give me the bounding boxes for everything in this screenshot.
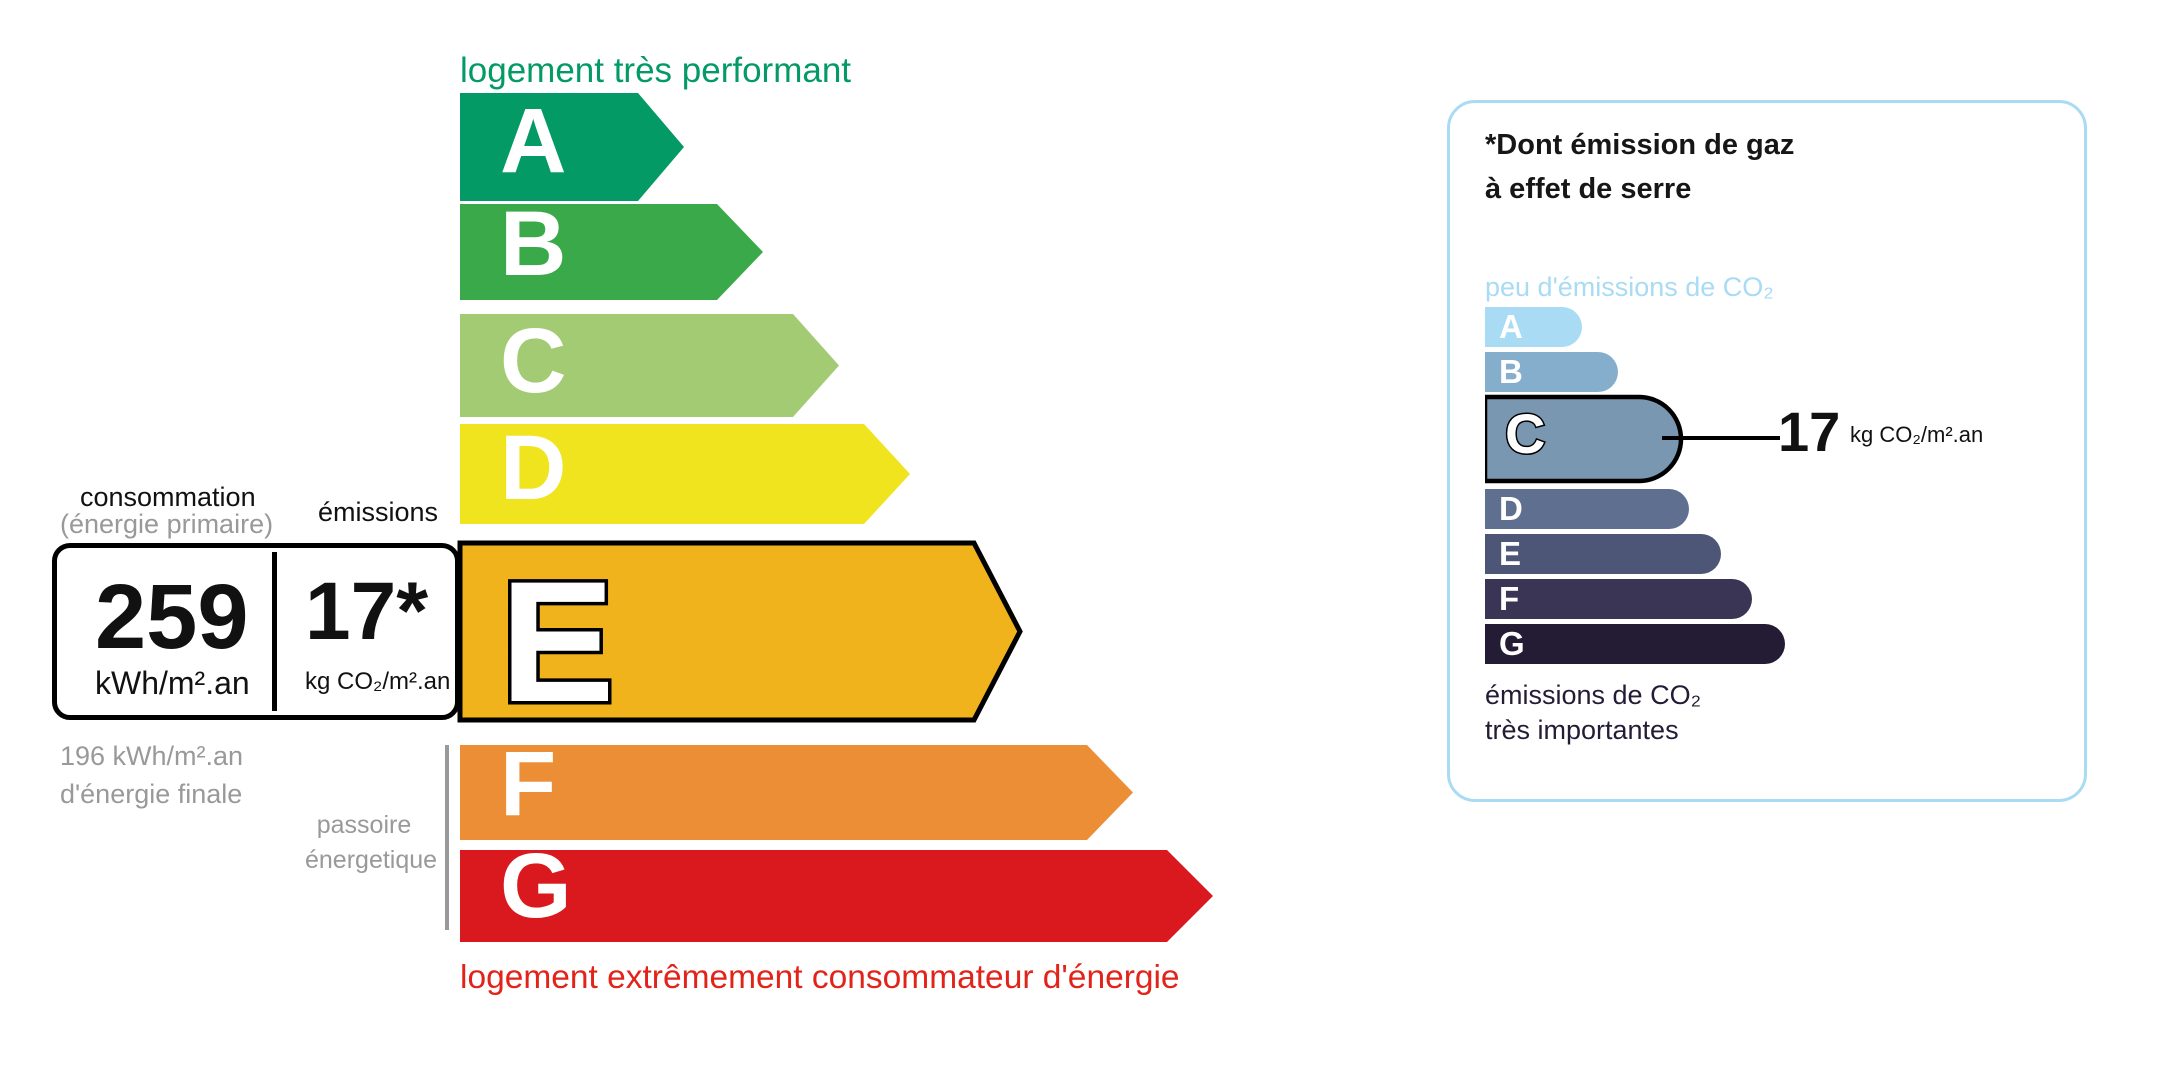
svg-text:D: D — [1499, 490, 1523, 527]
svg-text:B: B — [500, 193, 566, 295]
svg-text:B: B — [1499, 353, 1523, 390]
svg-text:logement extrêmement consommat: logement extrêmement consommateur d'éner… — [460, 959, 1180, 996]
svg-text:C: C — [500, 310, 566, 412]
svg-text:E: E — [500, 546, 615, 738]
svg-text:F: F — [500, 733, 556, 835]
svg-text:F: F — [1499, 580, 1519, 617]
svg-text:E: E — [1499, 535, 1521, 572]
svg-text:G: G — [1499, 625, 1525, 662]
svg-text:logement très performant: logement très performant — [460, 51, 851, 90]
svg-text:A: A — [1499, 308, 1523, 345]
svg-text:C: C — [1505, 402, 1545, 465]
svg-text:D: D — [500, 417, 566, 519]
svg-text:A: A — [500, 90, 566, 192]
svg-text:G: G — [500, 835, 572, 937]
